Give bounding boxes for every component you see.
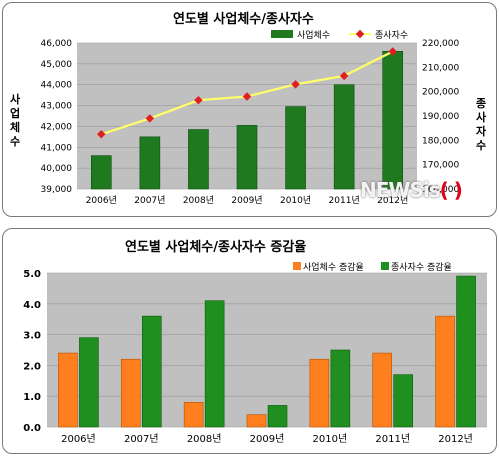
bar-business-rate-2007년 — [120, 358, 141, 428]
y-right-tick-label: 180,000 — [422, 136, 459, 146]
legend: 사업체수 증감율 종사자수 증감율 — [293, 261, 452, 273]
y-tick-label: 1.0 — [23, 392, 41, 403]
plot-area — [47, 273, 487, 427]
y-left-tick-label: 46,000 — [41, 39, 73, 49]
bar-count-2012년 — [382, 51, 404, 190]
y-left-tick-label: 39,000 — [41, 185, 73, 195]
counts-chart: 연도별 사업체수/종사자수 39,000 40,000 41,000 42,000 43… — [10, 11, 487, 206]
x-tick-label: 2011년 — [329, 195, 360, 206]
y-left-tick-label: 45,000 — [41, 60, 73, 70]
y-right-tick-label: 210,000 — [422, 63, 459, 73]
y-left-tick-label: 40,000 — [41, 164, 73, 174]
bar-count-2007년 — [139, 136, 161, 190]
x-tick-label: 2010년 — [280, 195, 311, 206]
x-tick-label: 2008년 — [187, 433, 222, 445]
x-tick-label: 2006년 — [86, 195, 117, 206]
watermark-paren: ( ) — [439, 178, 463, 202]
legend-swatch-green — [381, 262, 389, 270]
x-tick-label: 2006년 — [61, 433, 96, 445]
legend-label-orange: 사업체수 증감율 — [303, 261, 364, 273]
chart-title: 연도별 사업체수/종사자수 — [173, 11, 314, 27]
bar-employee-rate-2008년 — [204, 300, 225, 428]
chart-panel-rates: 연도별 사업체수/종사자수 증감율 0.0 1.0 2.0 3.0 4.0 5.0 200… — [2, 228, 497, 454]
bar-employee-rate-2010년 — [330, 349, 351, 428]
bar-count-2008년 — [188, 129, 209, 190]
bar-employee-rate-2011년 — [393, 374, 414, 428]
legend-label-green: 종사자수 증감율 — [391, 261, 452, 273]
legend: 사업체수 종사자수 — [271, 29, 408, 41]
employee-point-2012년 — [388, 47, 397, 56]
x-tick-label: 2009년 — [231, 195, 262, 206]
bar-count-2006년 — [90, 155, 112, 190]
bar-employee-rate-2009년 — [267, 405, 288, 428]
legend-label-line: 종사자수 — [375, 30, 408, 41]
legend-marker — [355, 29, 365, 39]
legend-swatch-orange — [293, 262, 301, 270]
legend-swatch-bar — [271, 30, 293, 38]
employee-point-2011년 — [339, 71, 349, 81]
x-tick-label: 2011년 — [375, 433, 410, 445]
y-tick-label: 2.0 — [23, 361, 41, 372]
employee-point-2007년 — [145, 114, 155, 123]
bar-employee-rate-2012년 — [456, 275, 476, 428]
y-tick-label: 5.0 — [23, 269, 41, 280]
x-tick-label: 2012년 — [438, 433, 473, 445]
bar-business-rate-2008년 — [183, 402, 204, 428]
bar-business-rate-2009년 — [246, 414, 267, 428]
bar-employee-rate-2007년 — [141, 315, 162, 428]
y-left-tick-label: 41,000 — [41, 143, 73, 153]
bar-count-2009년 — [236, 125, 258, 190]
watermark-text: NEWSis — [360, 178, 441, 202]
bar-business-rate-2011년 — [372, 352, 393, 428]
y-right-tick-label: 160,000 — [422, 185, 459, 195]
newsis-watermark: NEWSis( ) — [360, 178, 463, 202]
y-right-tick-label: 190,000 — [422, 112, 459, 122]
bar-employee-rate-2006년 — [79, 337, 99, 428]
chart-title: 연도별 사업체수/종사자수 증감율 — [125, 239, 306, 255]
y-tick-label: 4.0 — [23, 300, 41, 311]
employee-point-2009년 — [242, 92, 252, 101]
bar-business-rate-2012년 — [435, 315, 455, 428]
y-right-tick-label: 170,000 — [422, 161, 459, 171]
bar-business-rate-2010년 — [309, 358, 330, 428]
y-right-tick-label: 220,000 — [422, 39, 459, 49]
employee-point-2010년 — [291, 80, 300, 89]
x-tick-label: 2007년 — [124, 433, 159, 445]
chart-panel-counts: 연도별 사업체수/종사자수 39,000 40,000 41,000 42,000 43… — [2, 2, 497, 217]
legend-label-bar: 사업체수 — [297, 30, 330, 41]
y-left-tick-label: 44,000 — [41, 81, 73, 91]
x-tick-label: 2009년 — [250, 433, 285, 445]
bar-business-rate-2006년 — [58, 352, 78, 428]
employee-point-2008년 — [194, 95, 203, 105]
x-tick-label: 2008년 — [183, 195, 214, 206]
y-left-tick-label: 42,000 — [41, 122, 73, 132]
y-tick-label: 3.0 — [23, 331, 41, 342]
y-tick-label: 0.0 — [23, 423, 41, 434]
y-right-tick-label: 200,000 — [422, 88, 459, 98]
x-tick-label: 2012년 — [377, 195, 408, 206]
bar-count-2010년 — [285, 106, 306, 190]
bar-count-2011년 — [333, 84, 355, 190]
x-tick-label: 2007년 — [134, 195, 165, 206]
rates-chart: 연도별 사업체수/종사자수 증감율 0.0 1.0 2.0 3.0 4.0 5.0 200… — [23, 239, 487, 445]
y-left-tick-label: 43,000 — [41, 102, 73, 112]
x-tick-label: 2010년 — [313, 433, 348, 445]
employee-point-2006년 — [97, 130, 106, 139]
